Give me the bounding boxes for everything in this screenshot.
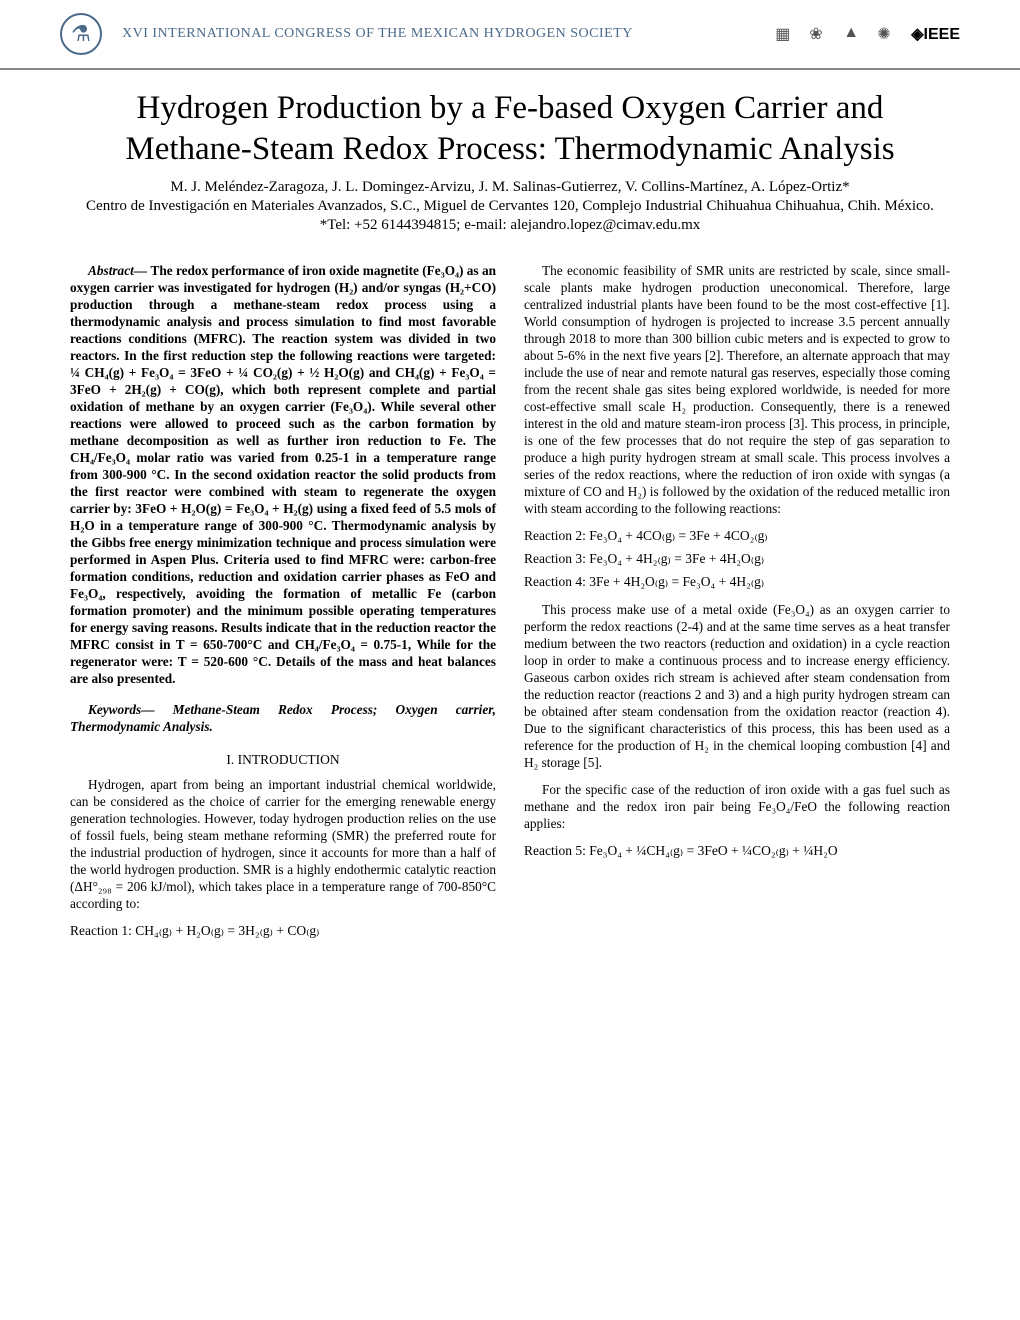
reaction-1: Reaction 1: CH₄₍g₎ + H₂O₍g₎ = 3H₂₍g₎ + C… [70, 922, 496, 939]
col2-paragraph-3: For the specific case of the reduction o… [524, 781, 950, 832]
sponsor-icon-4: ✺ [877, 24, 897, 44]
page-header: ⚗ XVI INTERNATIONAL CONGRESS OF THE MEXI… [0, 0, 1020, 70]
author-list: M. J. Meléndez-Zaragoza, J. L. Domingez-… [70, 179, 950, 196]
contact-line: *Tel: +52 6144394815; e-mail: alejandro.… [70, 217, 950, 234]
paper-title: Hydrogen Production by a Fe-based Oxygen… [70, 88, 950, 171]
reaction-4: Reaction 4: 3Fe + 4H₂O₍g₎ = Fe₃O₄ + 4H₂₍… [524, 573, 950, 590]
abstract-label: Abstract— [88, 263, 150, 278]
sponsor-icon-3: ▲ [843, 24, 863, 44]
society-logo-icon: ⚗ [60, 13, 102, 55]
keywords-paragraph: Keywords— Methane-Steam Redox Process; O… [70, 701, 496, 735]
intro-paragraph-1: Hydrogen, apart from being an important … [70, 776, 496, 912]
sponsor-icon-2: ❀ [809, 24, 829, 44]
right-column: The economic feasibility of SMR units ar… [524, 262, 950, 946]
reaction-3: Reaction 3: Fe₃O₄ + 4H₂₍g₎ = 3Fe + 4H₂O₍… [524, 550, 950, 567]
abstract-text: The redox performance of iron oxide magn… [70, 263, 496, 686]
abstract-paragraph: Abstract— The redox performance of iron … [70, 262, 496, 687]
keywords-label: Keywords— [88, 702, 173, 717]
col2-paragraph-1: The economic feasibility of SMR units ar… [524, 262, 950, 517]
header-sponsor-icons: ▦ ❀ ▲ ✺ ◈IEEE [775, 24, 960, 44]
left-column: Abstract— The redox performance of iron … [70, 262, 496, 946]
reaction-2: Reaction 2: Fe₃O₄ + 4CO₍g₎ = 3Fe + 4CO₂₍… [524, 527, 950, 544]
reaction-5: Reaction 5: Fe₃O₄ + ¼CH₄₍g₎ = 3FeO + ¼CO… [524, 842, 950, 859]
ieee-logo: ◈IEEE [911, 24, 960, 44]
page-body: Hydrogen Production by a Fe-based Oxygen… [0, 70, 1020, 986]
section-1-heading: I. INTRODUCTION [70, 751, 496, 768]
col2-paragraph-2: This process make use of a metal oxide (… [524, 601, 950, 771]
sponsor-icon-1: ▦ [775, 24, 795, 44]
affiliation: Centro de Investigación en Materiales Av… [70, 198, 950, 215]
congress-title: XVI INTERNATIONAL CONGRESS OF THE MEXICA… [122, 26, 633, 42]
two-column-layout: Abstract— The redox performance of iron … [70, 262, 950, 946]
